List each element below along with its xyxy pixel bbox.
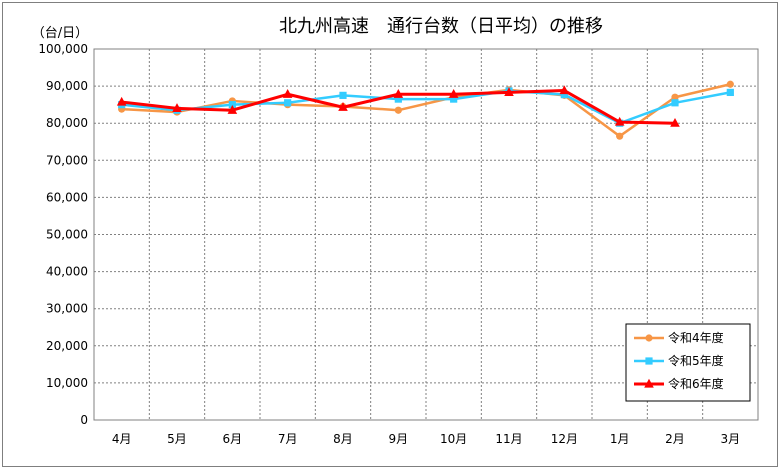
series-2-point [394, 95, 402, 103]
series-2-point [671, 99, 679, 107]
series-3-point [338, 102, 348, 111]
series-3-point [504, 87, 514, 97]
x-tick-label: 1月 [610, 432, 630, 446]
series-1-point [726, 80, 734, 88]
x-tick-label: 3月 [721, 432, 741, 446]
series-1-point [671, 93, 679, 101]
series-3-point [393, 89, 404, 98]
x-tick-label: 12月 [551, 432, 578, 446]
series-3-point [670, 118, 680, 127]
series-2-point [560, 91, 568, 99]
series-3-point [614, 116, 625, 126]
y-axis-unit-label: （台/日） [32, 26, 88, 41]
y-tick-label: 40,000 [46, 265, 88, 279]
legend-label-2: 令和5年度 [668, 353, 724, 368]
y-tick-label: 10,000 [46, 376, 88, 390]
legend-marker-3 [644, 378, 654, 388]
y-tick-label: 90,000 [46, 79, 88, 93]
y-tick-label: 20,000 [46, 339, 88, 353]
x-tick-label: 4月 [112, 432, 132, 446]
series-2-point [726, 88, 734, 97]
y-tick-label: 60,000 [46, 190, 88, 204]
legend-label-3: 令和6年度 [668, 376, 724, 391]
y-tick-label: 70,000 [46, 153, 88, 167]
series-1-point [616, 132, 624, 140]
y-tick-label: 0 [80, 413, 88, 427]
legend-label-1: 令和4年度 [668, 330, 724, 345]
chart-title: 北九州高速 通行台数（日平均）の推移 [279, 16, 603, 37]
x-tick-label: 10月 [440, 432, 467, 446]
x-tick-label: 2月 [665, 432, 685, 446]
y-tick-label: 100,000 [38, 42, 88, 56]
series-lines [116, 80, 734, 140]
legend-marker-2 [645, 357, 653, 365]
y-tick-label: 30,000 [46, 302, 88, 316]
x-tick-label: 11月 [495, 432, 522, 446]
x-tick-label: 6月 [223, 432, 243, 446]
series-3-point [559, 85, 570, 95]
x-tick-label: 7月 [278, 432, 298, 446]
series-3-point [448, 89, 459, 98]
grid-lines [93, 48, 759, 421]
series-2-point [450, 95, 458, 103]
series-line-2 [121, 89, 731, 125]
series-3-point [116, 96, 127, 106]
axis-labels: 0 10,000 20,000 30,000 40,000 50,000 60,000 70,… [38, 42, 740, 446]
x-tick-label: 5月 [167, 432, 187, 446]
series-2-point [228, 101, 236, 109]
series-2-point [284, 99, 292, 107]
x-tick-label: 9月 [389, 432, 409, 446]
series-1-point [394, 106, 402, 114]
x-tick-label: 8月 [333, 432, 353, 446]
series-2-point [339, 91, 347, 99]
series-line-1 [121, 83, 731, 138]
series-3-point [172, 103, 182, 112]
series-3-point [227, 105, 238, 114]
legend-marker-1 [645, 334, 653, 342]
y-tick-label: 80,000 [46, 116, 88, 130]
y-tick-label: 50,000 [46, 228, 88, 242]
series-3-point [282, 89, 293, 98]
